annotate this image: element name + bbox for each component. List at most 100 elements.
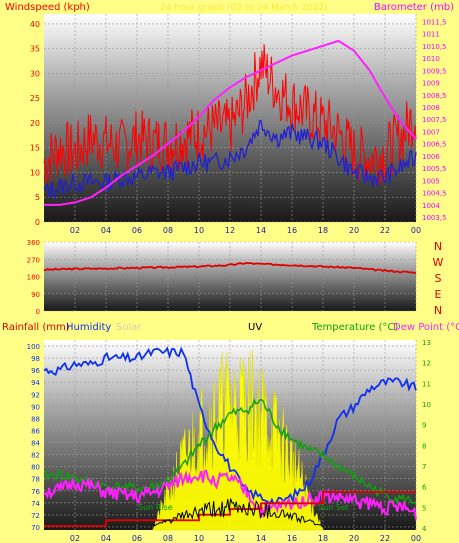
y-right-tick-label: 1004 [422, 202, 440, 210]
x-tick-label: 06 [132, 226, 142, 235]
y-right-tick-label: 1008 [422, 104, 440, 112]
x-tick-label: 18 [318, 226, 328, 235]
y-left-tick-label: 92 [31, 391, 40, 399]
x-tick-label: 12 [225, 226, 235, 235]
y-left-tick-label: 40 [30, 20, 40, 29]
y-right-tick-label: 1006 [422, 153, 440, 161]
rainfall-label: Rainfall (mm) [2, 322, 70, 333]
x-tick-label: 02 [70, 226, 80, 235]
y-right-tick-label: 1011,5 [422, 18, 447, 26]
direction-letter-e: E [435, 288, 442, 301]
sunrise-label: Sun Rise [138, 503, 173, 512]
direction-letter-n-bottom: N [434, 304, 442, 317]
direction-letters: N W S E N [433, 240, 444, 317]
y-right-tick-label: 1009,5 [422, 67, 447, 75]
y-right-tick-label: 13 [422, 339, 431, 347]
y-right-tick-label: 9 [422, 422, 426, 430]
sunset-label: Sun Set [318, 503, 349, 512]
dewpoint-label: Dew Point (°C [393, 322, 459, 333]
x-tick-label: 10 [194, 226, 204, 235]
y-right-tick-label: 1006,5 [422, 141, 447, 149]
y-left-tick-label: 98 [31, 355, 40, 363]
direction-letter-n-top: N [434, 240, 442, 253]
series-barometer [44, 39, 417, 206]
y-left-tick-label: 100 [27, 343, 40, 351]
y-left-tick-label: 35 [30, 45, 40, 54]
x-tick-label: 12 [225, 534, 235, 543]
y-left-tick-label: 86 [31, 427, 40, 435]
y-right-tick-label: 1003,5 [422, 214, 447, 222]
x-tick-label: 22 [380, 534, 390, 543]
y-left-tick-label: 76 [31, 488, 40, 496]
x-tick-label: 00 [411, 226, 421, 235]
x-tick-label: 06 [132, 534, 142, 543]
x-tick-label: 04 [101, 226, 111, 235]
y-right-tick-label: 8 [422, 442, 426, 450]
y-left-tick-label: 10 [30, 168, 40, 177]
y-left-tick-label: 25 [30, 94, 40, 103]
y-left-tick-label: 90 [31, 403, 40, 411]
y-left-tick-label: 0 [35, 218, 40, 227]
y-left-tick-label: 96 [31, 367, 40, 375]
y-right-tick-label: 1004,5 [422, 190, 447, 198]
y-right-tick-label: 1007 [422, 128, 440, 136]
series-temperature [43, 398, 417, 507]
solar-label: Solar [116, 322, 142, 333]
series-gust [43, 44, 417, 185]
x-tick-label: 22 [380, 226, 390, 235]
y-left-tick-label: 70 [31, 524, 40, 532]
series-avg [43, 119, 417, 200]
y-right-tick-label: 1005 [422, 177, 440, 185]
y-left-tick-label: 84 [31, 440, 40, 448]
y-left-tick-label: 15 [30, 144, 40, 153]
y-left-tick-label: 78 [31, 476, 40, 484]
x-tick-label: 14 [256, 226, 266, 235]
y-right-tick-label: 1011 [422, 31, 440, 39]
y-left-tick-label: 180 [27, 274, 40, 282]
series-solar [152, 350, 324, 531]
y-right-tick-label: 1010,5 [422, 43, 447, 51]
y-right-tick-label: 1008,5 [422, 92, 447, 100]
y-right-tick-label: 1005,5 [422, 165, 447, 173]
y-left-tick-label: 0 [36, 308, 40, 316]
y-right-tick-label: 12 [422, 360, 431, 368]
direction-letter-s: S [435, 272, 442, 285]
x-tick-label: 18 [318, 534, 328, 543]
humidity-label: Humidity [66, 322, 111, 333]
y-left-tick-label: 90 [31, 291, 40, 299]
y-right-tick-label: 7 [422, 463, 426, 471]
uv-label: UV [248, 322, 262, 333]
y-left-tick-label: 360 [27, 239, 40, 247]
graph-title: 24 hour graph (02 to 24 March 2022) [160, 3, 328, 13]
x-tick-label: 08 [163, 226, 173, 235]
x-tick-label: 16 [287, 226, 297, 235]
y-left-tick-label: 74 [31, 500, 40, 508]
series-humidity [43, 346, 417, 508]
x-tick-label: 16 [287, 534, 297, 543]
temperature-label: Temperature (°C) [311, 322, 398, 333]
y-right-tick-label: 6 [422, 484, 427, 492]
y-left-tick-label: 82 [31, 452, 40, 460]
x-tick-label: 14 [256, 534, 266, 543]
y-right-tick-label: 10 [422, 401, 431, 409]
y-right-tick-label: 5 [422, 504, 426, 512]
x-tick-label: 08 [163, 534, 173, 543]
y-left-tick-label: 88 [31, 415, 40, 423]
y-left-tick-label: 80 [31, 464, 40, 472]
y-left-tick-label: 94 [31, 379, 40, 387]
y-right-tick-label: 1009 [422, 80, 440, 88]
x-tick-label: 00 [411, 534, 421, 543]
wind-axis-title: Windspeed (kph) [5, 2, 90, 13]
y-right-tick-label: 11 [422, 380, 431, 388]
y-left-tick-label: 72 [31, 512, 40, 520]
x-tick-label: 10 [194, 534, 204, 543]
x-tick-label: 20 [349, 534, 359, 543]
y-right-tick-label: 4 [422, 525, 427, 533]
y-right-tick-label: 1007,5 [422, 116, 447, 124]
y-left-tick-label: 5 [35, 193, 40, 202]
direction-letter-w: W [433, 256, 444, 269]
series-dewpoint [43, 469, 417, 520]
y-left-tick-label: 270 [27, 256, 40, 264]
barometer-axis-title: Barometer (mb) [374, 2, 454, 13]
